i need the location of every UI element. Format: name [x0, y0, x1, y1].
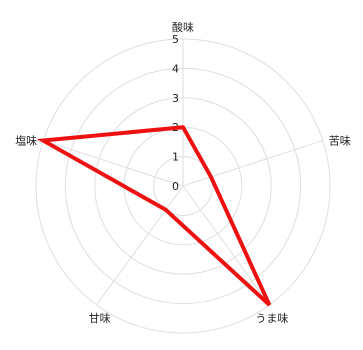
tick-label-3: 3: [172, 92, 179, 105]
axis-spoke-2: [183, 186, 269, 305]
axis-label-1: 苦味: [329, 135, 351, 148]
axis-label-0: 酸味: [172, 20, 194, 34]
axis-label-2: うま味: [255, 312, 288, 325]
axis-spoke-3: [97, 186, 183, 305]
tick-label-4: 4: [172, 62, 179, 75]
series-polygon-0: [43, 127, 269, 305]
tick-label-5: 5: [172, 33, 179, 46]
axis-label-4: 塩味: [15, 134, 37, 148]
tick-label-1: 1: [172, 151, 179, 164]
axis-label-3: 甘味: [89, 312, 111, 325]
tick-label-0: 0: [172, 180, 179, 193]
